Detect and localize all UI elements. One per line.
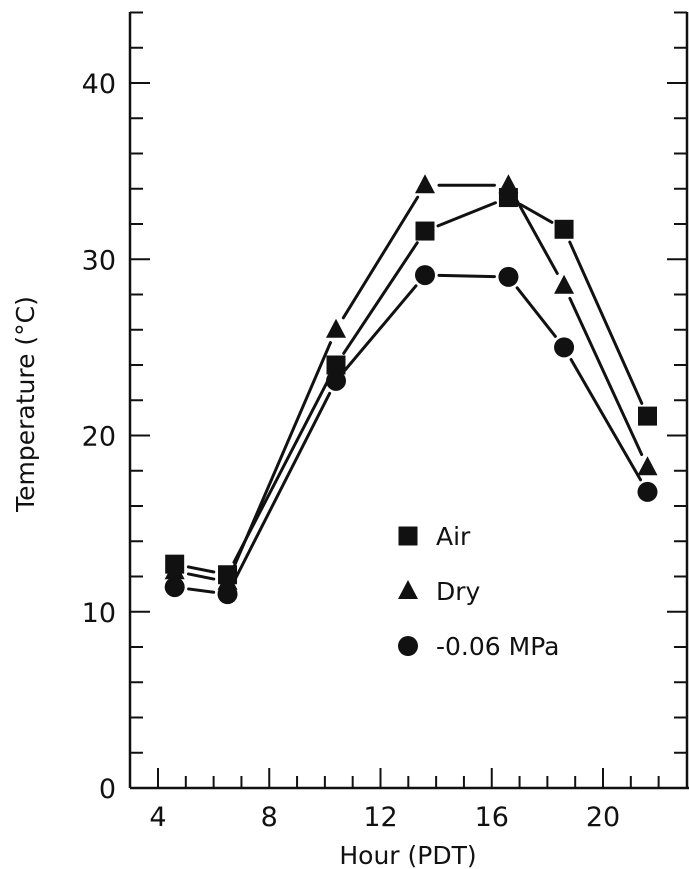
y-tick-label: 30	[82, 245, 116, 276]
series-line-segment	[342, 241, 419, 355]
data-point	[326, 370, 346, 391]
legend-label: -0.06 MPa	[436, 632, 559, 661]
data-point	[326, 355, 346, 375]
markers	[164, 174, 658, 605]
data-point	[498, 174, 519, 194]
data-point	[217, 584, 238, 605]
data-point	[164, 577, 185, 598]
series-line-segment	[341, 195, 420, 320]
y-tick-label: 10	[82, 598, 116, 629]
data-point	[217, 570, 238, 590]
x-tick-label: 16	[475, 802, 509, 833]
series-line-segment	[186, 572, 216, 581]
tick-labels: 0 10 20 30 40 4 8 12 16 20	[82, 69, 621, 833]
data-point	[637, 456, 658, 476]
x-tick-label: 12	[363, 802, 397, 833]
series-line-segment	[513, 195, 559, 275]
data-point	[415, 265, 435, 286]
legend-marker	[398, 526, 418, 546]
data-point	[554, 219, 574, 239]
legend-label: Dry	[436, 577, 481, 606]
series-line-segment	[231, 341, 332, 571]
series-line-segment	[232, 391, 332, 584]
series-line-segment	[515, 286, 557, 338]
data-point	[554, 337, 575, 358]
legend-marker	[398, 636, 418, 656]
series-line-segment	[437, 273, 496, 279]
series-line-segment	[568, 240, 644, 405]
series-line-segment	[569, 357, 643, 482]
data-point	[326, 318, 346, 338]
data-point	[554, 274, 575, 294]
data-point	[638, 406, 657, 426]
y-tick-label: 20	[82, 422, 116, 453]
x-tick-label: 20	[586, 802, 620, 833]
legend: Air Dry -0.06 MPa	[398, 522, 559, 661]
x-axis-title: Hour (PDT)	[339, 841, 476, 869]
series-line-segment	[186, 565, 216, 574]
y-tick-label: 0	[99, 774, 116, 805]
data-point	[637, 481, 658, 502]
ticks	[130, 11, 687, 789]
y-tick-label: 40	[82, 69, 116, 100]
y-axis-title: Temperature (°C)	[11, 296, 40, 513]
plot-frame	[128, 12, 689, 790]
data-point	[164, 560, 185, 580]
data-point	[498, 266, 519, 287]
data-point	[415, 221, 435, 241]
legend-label: Air	[436, 522, 471, 551]
series-line-segment	[519, 202, 554, 224]
series-line-segment	[568, 296, 644, 457]
data-point	[415, 174, 435, 194]
legend-marker	[398, 580, 418, 599]
series-line-segment	[436, 201, 497, 228]
x-tick-label: 4	[149, 802, 166, 833]
series-lines	[186, 183, 644, 594]
series-line-segment	[187, 587, 216, 594]
series-line-segment	[343, 284, 418, 372]
x-tick-label: 8	[261, 802, 278, 833]
